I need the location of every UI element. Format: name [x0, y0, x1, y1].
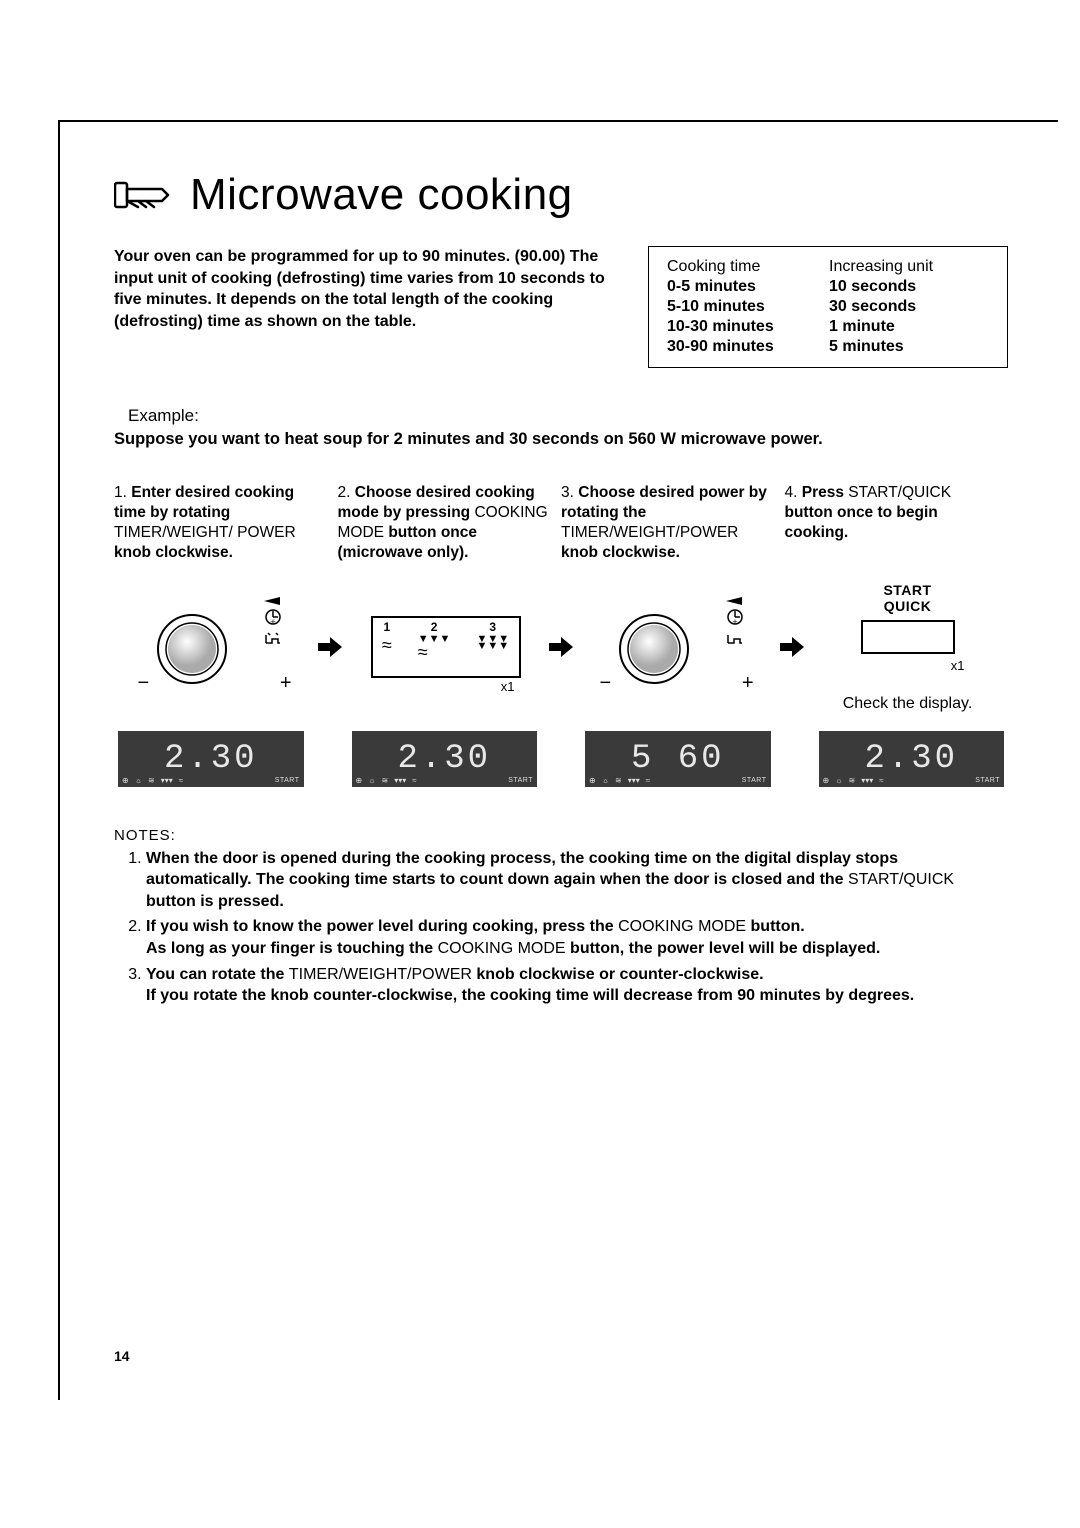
svg-text:+: +: [732, 617, 737, 627]
x1-label: x1: [501, 679, 515, 694]
step-text: TIMER/WEIGHT/POWER: [561, 524, 738, 541]
cell: 5-10 minutes: [667, 297, 829, 317]
lcd-icons: ⊕☼≋▾▾▾≈START: [122, 776, 300, 785]
arrow-icon: [315, 633, 345, 661]
knob-power: + −+: [576, 601, 777, 693]
knob-mode-icons: +: [262, 595, 284, 652]
step-text: button once to begin cooking.: [785, 504, 938, 541]
steps-row: 1. Enter desired cooking time by rotatin…: [114, 483, 1008, 564]
knob-timer: + −+: [114, 601, 315, 693]
knob-mode-icons: +: [724, 595, 746, 652]
step-num: 1.: [114, 484, 127, 501]
start-quick-section: START QUICK x1 Check the display.: [807, 582, 1008, 713]
svg-text:+: +: [270, 617, 275, 627]
cell: 30 seconds: [829, 297, 987, 317]
x1-label: x1: [843, 658, 973, 673]
lcd-value: 5 60: [631, 740, 725, 778]
cell: 10 seconds: [829, 277, 987, 297]
step-text: Enter desired cooking time by rotating: [114, 484, 294, 521]
start-label: START: [843, 582, 973, 598]
step-text: TIMER/WEIGHT/ POWER: [114, 524, 296, 541]
mode-num: 1: [383, 620, 390, 634]
step-1: 1. Enter desired cooking time by rotatin…: [114, 483, 338, 564]
lcd-icons: ⊕☼≋▾▾▾≈START: [589, 776, 767, 785]
step-text: knob clockwise.: [114, 544, 233, 561]
knob-signs: −+: [600, 672, 754, 695]
mode-num: 2: [431, 620, 438, 634]
example-text: Suppose you want to heat soup for 2 minu…: [114, 430, 1008, 449]
notes-header: NOTES:: [114, 827, 1008, 844]
start-quick-button: [861, 620, 955, 654]
step-text: Press: [802, 484, 844, 501]
step-text: knob clockwise.: [561, 544, 680, 561]
notes-list: When the door is opened during the cooki…: [114, 848, 1008, 1007]
hand-point-icon: [114, 175, 170, 215]
lcd-display: 2.30 ⊕☼≋▾▾▾≈START: [118, 731, 304, 787]
note-item: When the door is opened during the cooki…: [146, 848, 1008, 913]
lcd-icons: ⊕☼≋▾▾▾≈START: [356, 776, 534, 785]
mode-selector: 1≈ 2▼▼▼≈ 3▼▼▼▼▼▼ x1: [371, 616, 521, 678]
lcd-display: 2.30 ⊕☼≋▾▾▾≈START: [352, 731, 538, 787]
step-3: 3. Choose desired power by rotating the …: [561, 483, 785, 564]
example-label: Example:: [128, 406, 1008, 426]
mode-num: 3: [489, 620, 496, 634]
grill-icon: ▼▼▼▼▼▼: [476, 636, 509, 649]
lcd-value: 2.30: [164, 740, 258, 778]
time-increment-table: Cooking time Increasing unit 0-5 minutes…: [648, 246, 1008, 368]
page-title: Microwave cooking: [190, 170, 573, 220]
arrow-icon: [546, 633, 576, 661]
wave-grill-icon: ▼▼▼≈: [418, 636, 451, 661]
step-text: START/QUICK: [844, 484, 951, 501]
knob-signs: −+: [138, 672, 292, 695]
step-text: Choose desired power by rotating the: [561, 484, 767, 521]
cell: 30-90 minutes: [667, 337, 829, 357]
intro-row: Your oven can be programmed for up to 90…: [114, 246, 1008, 368]
lcd-display: 2.30 ⊕☼≋▾▾▾≈START: [819, 731, 1005, 787]
notes-section: NOTES: When the door is opened during th…: [114, 827, 1008, 1007]
cell: 5 minutes: [829, 337, 987, 357]
th-increasing-unit: Increasing unit: [829, 257, 987, 277]
manual-page: Microwave cooking Your oven can be progr…: [58, 120, 1058, 1400]
cell: 1 minute: [829, 317, 987, 337]
wave-icon: ≈: [382, 636, 392, 654]
step-2: 2. Choose desired cooking mode by pressi…: [338, 483, 562, 564]
page-heading: Microwave cooking: [114, 170, 1008, 220]
th-cooking-time: Cooking time: [667, 257, 829, 277]
cell: 0-5 minutes: [667, 277, 829, 297]
lcd-icons: ⊕☼≋▾▾▾≈START: [823, 776, 1001, 785]
lcd-value: 2.30: [397, 740, 491, 778]
displays-row: 2.30 ⊕☼≋▾▾▾≈START 2.30 ⊕☼≋▾▾▾≈START 5 60…: [114, 731, 1008, 787]
page-number: 14: [114, 1348, 130, 1364]
step-num: 3.: [561, 484, 574, 501]
step-num: 4.: [785, 484, 798, 501]
controls-row: + −+ 1 ≈ 2 ▼▼▼≈ 3 ▼▼▼▼▼▼ x1: [114, 582, 1008, 713]
time-table: Cooking time Increasing unit 0-5 minutes…: [667, 257, 987, 357]
lcd-display: 5 60 ⊕☼≋▾▾▾≈START: [585, 731, 771, 787]
note-item: If you wish to know the power level duri…: [146, 916, 1008, 959]
step-num: 2.: [338, 484, 351, 501]
intro-text: Your oven can be programmed for up to 90…: [114, 246, 620, 332]
note-item: You can rotate the TIMER/WEIGHT/POWER kn…: [146, 964, 1008, 1007]
step-4: 4. Press START/QUICK button once to begi…: [785, 483, 1009, 564]
quick-label: QUICK: [843, 598, 973, 614]
check-display-label: Check the display.: [843, 695, 973, 713]
cooking-mode-button: 1≈ 2▼▼▼≈ 3▼▼▼▼▼▼ x1: [345, 616, 546, 678]
arrow-icon: [777, 633, 807, 661]
lcd-value: 2.30: [864, 740, 958, 778]
cell: 10-30 minutes: [667, 317, 829, 337]
